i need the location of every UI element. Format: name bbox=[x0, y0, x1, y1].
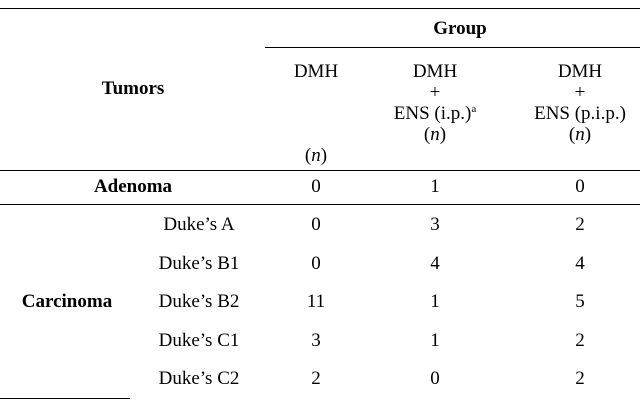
adenoma-bottom-rule bbox=[0, 204, 640, 205]
row-stage: Duke’s A bbox=[163, 214, 235, 235]
n-label: n bbox=[575, 124, 585, 145]
cell: 3 bbox=[311, 330, 321, 351]
column-header-line3: ENS (i.p.) bbox=[393, 103, 472, 124]
cell: 1 bbox=[430, 330, 440, 351]
n-label: n bbox=[311, 145, 321, 166]
row-stage: Duke’s B2 bbox=[158, 291, 240, 312]
cell: 2 bbox=[575, 214, 585, 235]
row-stage: Duke’s C2 bbox=[158, 368, 240, 389]
cell: 11 bbox=[306, 291, 326, 312]
column-header-dmh-ens-pip: DMH + ENS (p.i.p.) (n) bbox=[534, 61, 626, 145]
cell: 3 bbox=[430, 214, 440, 235]
cell: 4 bbox=[575, 253, 585, 274]
column-header-line1: DMH bbox=[293, 61, 339, 82]
column-header-line3: ENS (p.i.p.) bbox=[534, 103, 626, 124]
top-rule bbox=[0, 8, 640, 9]
tumors-header: Tumors bbox=[101, 78, 165, 99]
cell: 2 bbox=[575, 330, 585, 351]
column-header-dmh-ens-ip: DMH + ENS (i.p.)a (n) bbox=[393, 61, 477, 145]
row-category-adenoma: Adenoma bbox=[93, 176, 173, 197]
column-header-line2: + bbox=[429, 82, 441, 103]
group-underline bbox=[265, 47, 640, 48]
column-header-line1: DMH bbox=[412, 61, 458, 82]
cell: 0 bbox=[430, 368, 440, 389]
row-category-carcinoma: Carcinoma bbox=[21, 291, 113, 312]
n-label: n bbox=[430, 124, 440, 145]
column-header-dmh: DMH (n) bbox=[293, 61, 339, 166]
cell: 1 bbox=[430, 291, 440, 312]
footnote-marker: a bbox=[471, 103, 477, 115]
cell: 0 bbox=[311, 176, 321, 197]
cell: 0 bbox=[311, 214, 321, 235]
cell: 0 bbox=[311, 253, 321, 274]
table-bottom-rule bbox=[0, 398, 130, 399]
cell: 0 bbox=[575, 176, 585, 197]
header-bottom-rule bbox=[0, 170, 640, 171]
cell: 2 bbox=[575, 368, 585, 389]
row-stage: Duke’s C1 bbox=[158, 330, 240, 351]
group-header: Group bbox=[433, 18, 487, 39]
cell: 1 bbox=[430, 176, 440, 197]
cell: 5 bbox=[575, 291, 585, 312]
row-stage: Duke’s B1 bbox=[158, 253, 240, 274]
column-header-line1: DMH bbox=[557, 61, 603, 82]
cell: 4 bbox=[430, 253, 440, 274]
column-header-line2: + bbox=[574, 82, 586, 103]
cell: 2 bbox=[311, 368, 321, 389]
